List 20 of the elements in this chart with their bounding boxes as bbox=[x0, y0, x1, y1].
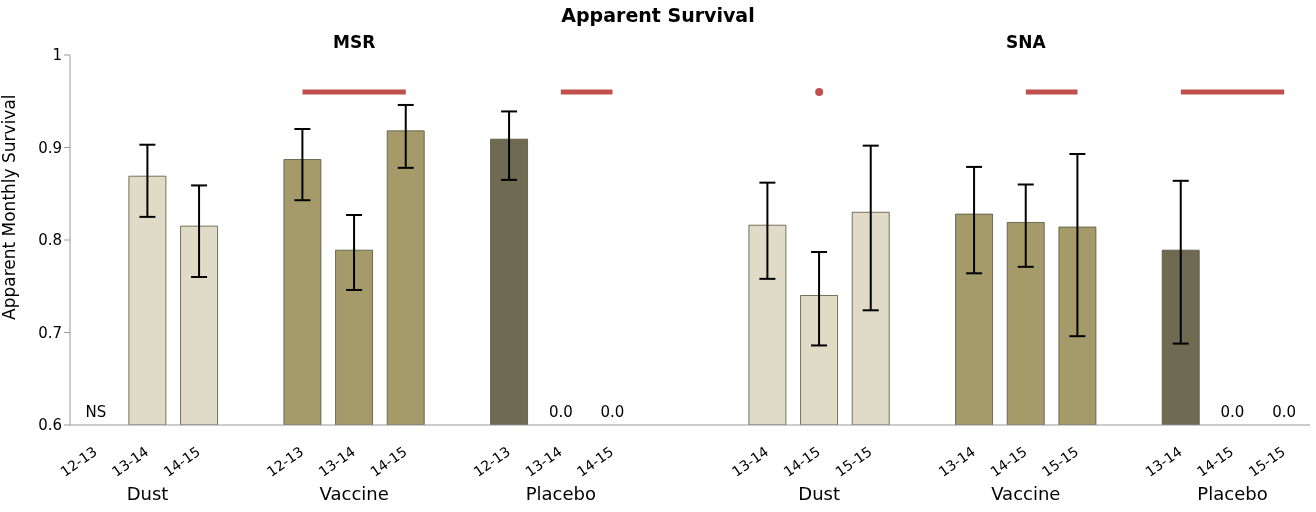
text: Vaccine bbox=[991, 483, 1061, 504]
text: Vaccine bbox=[319, 483, 389, 504]
text: Dust bbox=[798, 483, 841, 504]
text: SNA bbox=[1006, 32, 1047, 52]
text: 0.0 bbox=[1220, 403, 1245, 421]
text: 0.0 bbox=[548, 403, 573, 421]
y-tick-label: 0.8 bbox=[38, 231, 62, 250]
text: NS bbox=[85, 403, 107, 421]
y-tick-label: 0.7 bbox=[38, 323, 62, 342]
text: Placebo bbox=[525, 483, 596, 504]
text: 0.0 bbox=[600, 403, 625, 421]
y-axis-title: Apparent Monthly Survival bbox=[0, 94, 20, 320]
text: MSR bbox=[333, 32, 376, 52]
text: Placebo bbox=[1197, 483, 1268, 504]
y-tick-label: 0.9 bbox=[38, 138, 62, 157]
text: Dust bbox=[126, 483, 169, 504]
text: 0.0 bbox=[1272, 403, 1297, 421]
chart-title: Apparent Survival bbox=[561, 4, 755, 26]
y-tick-label: 0.6 bbox=[38, 416, 62, 435]
y-tick-label: 1 bbox=[52, 46, 62, 65]
